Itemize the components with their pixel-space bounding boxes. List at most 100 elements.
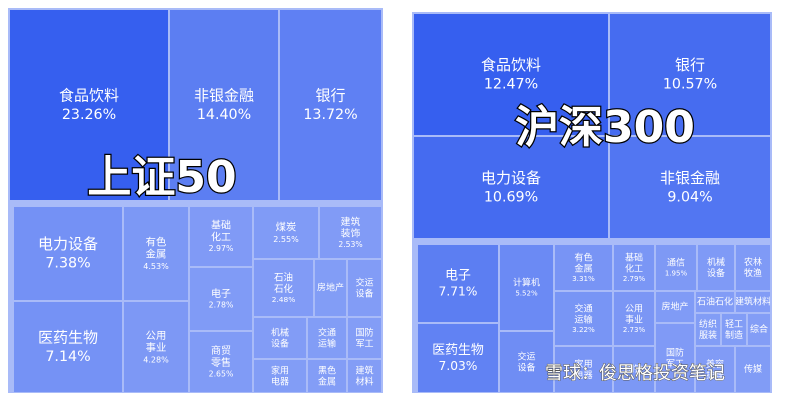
- tile-value: 10.69%: [484, 190, 538, 206]
- tile: [124, 207, 188, 300]
- tile-labels: 电力设备 10.69%: [481, 169, 541, 205]
- tile: [736, 292, 770, 312]
- tile-name: 交通运输: [318, 326, 336, 349]
- tile-name: 电力设备: [38, 235, 98, 253]
- tile-labels: 建筑材料: [355, 364, 373, 387]
- tile-name: 纺织服装: [699, 318, 717, 341]
- tile: [736, 347, 770, 392]
- tile-name: 交通运输: [574, 302, 592, 325]
- tile: [348, 360, 381, 392]
- tile-value: 7.71%: [439, 285, 478, 299]
- tile-name: 国防军工: [355, 326, 373, 349]
- tile: [14, 207, 122, 300]
- tile-name: 通信: [667, 257, 685, 269]
- tile-value: 4.28%: [143, 355, 169, 364]
- tile: [124, 302, 188, 392]
- tile: [414, 137, 608, 238]
- tile-value: 2.55%: [273, 235, 299, 244]
- tile-name: 钢铁: [625, 363, 643, 375]
- tile-labels: 医药生物 7.14%: [38, 329, 98, 365]
- tile: [254, 360, 306, 392]
- tile-name: 国防军工: [666, 346, 684, 369]
- tile-name: 石油石化: [274, 271, 294, 294]
- tile-labels: 房地产: [661, 301, 688, 313]
- tile-labels: 电子2.78%: [209, 287, 234, 309]
- tile: [696, 314, 720, 345]
- tile-name: 电力设备: [481, 169, 541, 187]
- tile-name: 计算机: [513, 277, 540, 289]
- tile-labels: 交运设备: [517, 350, 535, 373]
- tile-name: 石油石化: [697, 296, 733, 308]
- tile-labels: 黑色金属: [318, 364, 336, 387]
- tile: [254, 318, 306, 358]
- tile: [10, 10, 168, 200]
- tile: [696, 347, 734, 392]
- tile-labels: 国防军工: [666, 346, 684, 369]
- tile-name: 轻工制造: [725, 318, 743, 341]
- tile: [348, 260, 381, 316]
- tile: [555, 292, 612, 345]
- tile: [190, 268, 252, 330]
- tile-value: 12.47%: [484, 77, 538, 93]
- tile-name: 传媒: [744, 363, 762, 375]
- tile-value: 2.53%: [338, 240, 362, 249]
- tile: [190, 207, 252, 266]
- annotation: 上证50: [87, 152, 236, 203]
- tile: [722, 314, 746, 345]
- tile: [254, 260, 313, 316]
- tile-labels: 房地产: [317, 282, 344, 294]
- tile-value: 14.40%: [197, 107, 251, 123]
- tile-name: 家用电器: [574, 357, 592, 380]
- tile: [500, 332, 553, 392]
- tile-labels: 建筑材料: [735, 296, 771, 308]
- tile-name: 交运设备: [355, 276, 373, 299]
- tile-name: 机械设备: [707, 256, 725, 279]
- tile: [656, 245, 696, 290]
- tile-value: 5.52%: [515, 288, 538, 297]
- tile-name: 房地产: [661, 301, 688, 313]
- tile-name: 基础化工: [211, 219, 231, 244]
- tile: [414, 14, 608, 135]
- tile-name: 银行: [315, 87, 345, 105]
- tile-value: 3.31%: [572, 274, 595, 283]
- tile-name: 公用事业: [146, 330, 167, 354]
- tile-name: 煤炭: [276, 220, 297, 233]
- tile: [656, 292, 694, 322]
- tile: [555, 347, 612, 392]
- tile-labels: 有色金属 4.53%: [143, 235, 169, 271]
- tile-name: 农林牧渔: [744, 256, 762, 279]
- tile-value: 3.22%: [572, 325, 595, 334]
- tile-labels: 机械设备: [271, 326, 289, 349]
- tile-value: 23.26%: [62, 107, 116, 123]
- tile: [614, 292, 654, 345]
- tile: [696, 292, 734, 312]
- tile-name: 美容护理: [706, 358, 724, 381]
- tile: [14, 302, 122, 392]
- tile-value: 10.57%: [663, 77, 717, 93]
- tile-name: 商贸零售: [211, 344, 231, 369]
- tile-name: 家用电器: [271, 364, 289, 387]
- tile-name: 建筑材料: [735, 296, 771, 308]
- tile: [698, 245, 734, 290]
- tile-value: 2.78%: [209, 301, 234, 310]
- annotation: 沪深300: [515, 102, 695, 153]
- tile-name: 有色金属: [574, 251, 592, 274]
- tile: [418, 245, 498, 322]
- tile-name: 食品饮料: [59, 87, 119, 105]
- tile-labels: 农林牧渔: [744, 256, 762, 279]
- tile: [170, 10, 278, 200]
- tile-value: 7.38%: [45, 256, 90, 272]
- tile-value: 2.73%: [623, 325, 646, 334]
- tile-labels: 石油石化: [697, 296, 733, 308]
- tile: [736, 245, 770, 290]
- tile-name: 公用事业: [625, 303, 643, 325]
- tile-name: 电子: [445, 268, 471, 283]
- tile-labels: 通信1.95%: [665, 257, 688, 278]
